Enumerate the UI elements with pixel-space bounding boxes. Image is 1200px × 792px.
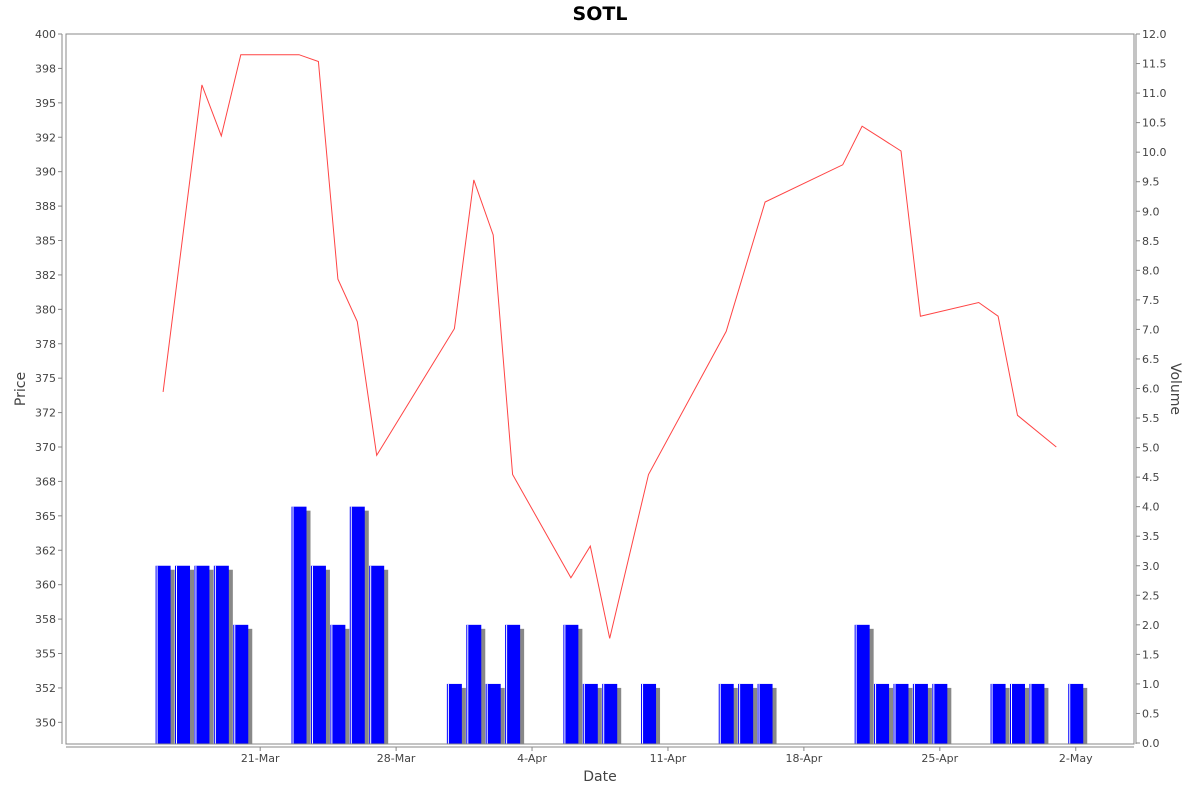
- volume-tick-label: 7.5: [1142, 294, 1160, 307]
- volume-bar: [446, 683, 462, 744]
- volume-tick-label: 12.0: [1142, 28, 1167, 41]
- date-tick-label: 18-Apr: [786, 752, 823, 765]
- volume-bar: [310, 565, 326, 744]
- volume-tick-label: 4.5: [1142, 471, 1160, 484]
- volume-bar: [330, 624, 346, 744]
- price-line: [162, 54, 1057, 639]
- volume-bar: [932, 683, 948, 744]
- price-line-layer: [162, 54, 1057, 639]
- volume-bars: [155, 506, 1088, 744]
- price-axis: 350 352 355 358 360 362 365 368 370 372 375 378 380 3…: [35, 28, 63, 744]
- volume-bar: [194, 565, 210, 744]
- volume-bar: [1029, 683, 1045, 744]
- volume-tick-label: 6.5: [1142, 353, 1160, 366]
- price-tick-label: 368: [35, 475, 56, 488]
- plot-border: [65, 33, 1135, 745]
- volume-bar: [155, 565, 171, 744]
- volume-bar: [369, 565, 385, 744]
- volume-tick-label: 6.0: [1142, 383, 1160, 396]
- volume-tick-label: 0.5: [1142, 707, 1160, 720]
- price-tick-label: 372: [35, 407, 56, 420]
- price-tick-label: 355: [35, 648, 56, 661]
- price-tick-label: 395: [35, 97, 56, 110]
- volume-bar: [582, 683, 598, 744]
- volume-bar: [505, 624, 521, 744]
- price-tick-label: 358: [35, 613, 56, 626]
- volume-tick-label: 10.0: [1142, 146, 1167, 159]
- date-axis: 21-Mar 28-Mar 4-Apr 11-Apr 18-Apr 25-Apr 2-May: [66, 746, 1134, 765]
- volume-tick-label: 8.0: [1142, 264, 1160, 277]
- volume-tick-label: 3.5: [1142, 530, 1160, 543]
- volume-bar: [349, 506, 365, 744]
- price-tick-label: 392: [35, 131, 56, 144]
- volume-tick-label: 10.5: [1142, 117, 1167, 130]
- volume-tick-label: 9.0: [1142, 205, 1160, 218]
- volume-bar: [485, 683, 501, 744]
- price-tick-label: 380: [35, 303, 56, 316]
- volume-tick-label: 4.0: [1142, 501, 1160, 514]
- price-tick-label: 362: [35, 544, 56, 557]
- volume-bar: [874, 683, 890, 744]
- volume-bar: [641, 683, 657, 744]
- chart-title: SOTL: [573, 3, 628, 25]
- left-axis-title: Price: [13, 372, 29, 406]
- volume-bar: [990, 683, 1006, 744]
- volume-tick-label: 1.0: [1142, 678, 1160, 691]
- volume-bar: [893, 683, 909, 744]
- volume-bar: [466, 624, 482, 744]
- price-tick-label: 388: [35, 200, 56, 213]
- volume-tick-label: 5.5: [1142, 412, 1160, 425]
- volume-bar: [1068, 683, 1084, 744]
- x-axis-title: Date: [583, 769, 616, 785]
- price-tick-label: 365: [35, 510, 56, 523]
- volume-tick-label: 3.0: [1142, 560, 1160, 573]
- volume-bar: [1009, 683, 1025, 744]
- volume-bar: [233, 624, 249, 744]
- price-tick-label: 350: [35, 716, 56, 729]
- volume-bar: [213, 565, 229, 744]
- volume-bar: [563, 624, 579, 744]
- date-tick-label: 2-May: [1059, 752, 1093, 765]
- price-tick-label: 400: [35, 28, 56, 41]
- volume-tick-label: 11.0: [1142, 87, 1167, 100]
- volume-tick-label: 2.0: [1142, 619, 1160, 632]
- right-axis-title: Volume: [1167, 363, 1183, 415]
- volume-tick-label: 11.5: [1142, 58, 1167, 71]
- volume-bar: [175, 565, 191, 744]
- price-tick-label: 370: [35, 441, 56, 454]
- volume-bar: [854, 624, 870, 744]
- volume-bar: [757, 683, 773, 744]
- date-tick-label: 25-Apr: [921, 752, 958, 765]
- date-tick-label: 28-Mar: [377, 752, 416, 765]
- date-tick-label: 21-Mar: [241, 752, 280, 765]
- volume-bar: [738, 683, 754, 744]
- volume-bar: [718, 683, 734, 744]
- volume-bar: [912, 683, 928, 744]
- price-tick-label: 375: [35, 372, 56, 385]
- volume-tick-label: 1.5: [1142, 648, 1160, 661]
- volume-bar: [291, 506, 307, 744]
- volume-tick-label: 7.0: [1142, 323, 1160, 336]
- price-tick-label: 352: [35, 682, 56, 695]
- price-tick-label: 378: [35, 338, 56, 351]
- price-tick-label: 398: [35, 62, 56, 75]
- date-tick-label: 4-Apr: [517, 752, 547, 765]
- volume-tick-label: 5.0: [1142, 442, 1160, 455]
- volume-tick-label: 2.5: [1142, 589, 1160, 602]
- volume-axis: 0.0 0.5 1.0 1.5 2.0 2.5 3.0 3.5 4.0 4.5 5.0 5.5 6.0 6…: [1135, 28, 1167, 750]
- volume-bar: [602, 683, 618, 744]
- price-tick-label: 360: [35, 579, 56, 592]
- price-tick-label: 382: [35, 269, 56, 282]
- price-tick-label: 385: [35, 235, 56, 248]
- date-tick-label: 11-Apr: [650, 752, 687, 765]
- volume-tick-label: 9.5: [1142, 176, 1160, 189]
- volume-tick-label: 8.5: [1142, 235, 1160, 248]
- volume-tick-label: 0.0: [1142, 737, 1160, 750]
- price-tick-label: 390: [35, 166, 56, 179]
